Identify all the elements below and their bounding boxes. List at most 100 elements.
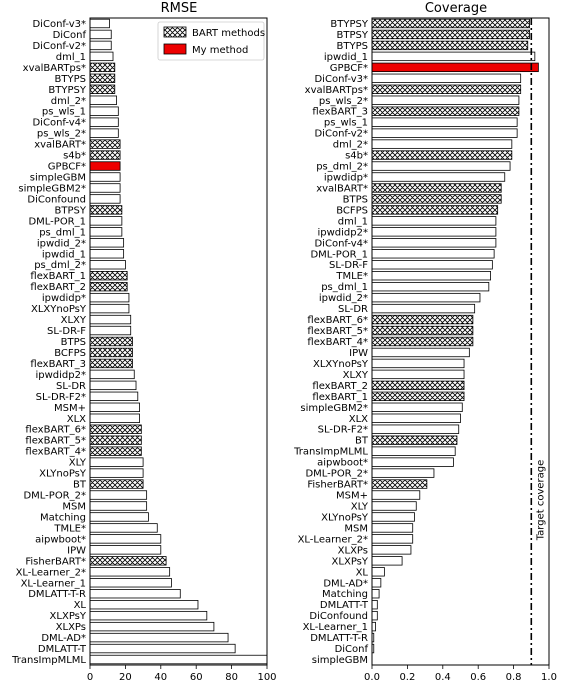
coverage-bar [371, 490, 421, 500]
coverage-category-label: DML-POR_2* [305, 469, 368, 480]
coverage-bar [371, 457, 454, 467]
rmse-category-label: TMLE* [53, 523, 86, 534]
rmse-category-label: XL [74, 600, 87, 611]
coverage-category-label: IPW [349, 348, 368, 359]
rmse-category-label: XLXY [61, 315, 87, 326]
rmse-category-label: ps_wls_1 [42, 107, 86, 118]
rmse-bar [89, 589, 181, 599]
coverage-bar [371, 249, 495, 259]
rmse-category-label: xvalBART* [34, 140, 86, 151]
coverage-category-label: flexBART_2 [312, 381, 368, 392]
rmse-category-label: ipwdidp2* [36, 370, 87, 381]
rmse-bar [89, 501, 148, 511]
rmse-bar [89, 117, 119, 127]
coverage-bar [371, 62, 539, 73]
coverage-category-label: BTYPSY [330, 19, 368, 30]
coverage-category-label: DiConf [335, 644, 369, 655]
target-coverage-label: Target coverage [535, 460, 546, 542]
legend: BART methods My method [157, 21, 265, 61]
rmse-bar [89, 567, 171, 577]
coverage-category-label: ipwdid_1 [324, 52, 368, 63]
coverage-bar [371, 501, 417, 511]
coverage-category-label: SL-DR-F [329, 260, 368, 271]
rmse-xtick-label: 0 [87, 672, 93, 683]
coverage-category-label: BTPS [343, 194, 368, 205]
rmse-category-label: ps_dml_1 [39, 227, 86, 238]
rmse-category-label: SL-DR-F2* [36, 392, 86, 403]
coverage-title: Coverage [425, 1, 487, 16]
rmse-bar [89, 40, 112, 51]
coverage-bar [371, 51, 536, 62]
rmse-bar [89, 380, 137, 391]
rmse-category-label: aipwboot* [35, 534, 86, 545]
rmse-bar [89, 303, 130, 314]
coverage-category-label: DiConfound [309, 611, 368, 622]
rmse-bar [89, 325, 132, 336]
rmse-bar [89, 600, 199, 610]
rmse-category-label: flexBART_3 [30, 359, 86, 370]
coverage-bar [371, 424, 460, 434]
coverage-category-label: XLXPs [338, 545, 368, 556]
rmse-category-label: XL-Learner_2* [16, 567, 86, 578]
rmse-category-label: BTPS [61, 337, 86, 348]
coverage-bar [371, 150, 513, 160]
legend-my-swatch [163, 43, 187, 55]
rmse-bar [89, 545, 162, 555]
coverage-bar [371, 95, 520, 105]
coverage-xtick-label: 0.6 [470, 672, 486, 683]
rmse-bar [89, 161, 121, 171]
rmse-category-label: DiConf-v3* [32, 19, 86, 30]
rmse-category-label: dml_1 [56, 52, 86, 63]
rmse-category-label: BCFPS [54, 348, 86, 359]
coverage-category-label: MSM [344, 523, 368, 534]
rmse-category-label: XLX [67, 414, 86, 425]
coverage-category-label: SL-DR-F2* [318, 425, 368, 436]
coverage-bar [371, 567, 385, 577]
rmse-category-label: DML-AD* [41, 633, 86, 644]
rmse-category-label: BTYPSY [48, 85, 86, 96]
legend-my-label: My method [192, 45, 248, 56]
rmse-bar [89, 227, 123, 237]
rmse-category-label: DMLATT-T-R [28, 589, 86, 600]
rmse-category-label: BT [73, 480, 87, 491]
rmse-bar [89, 446, 142, 456]
rmse-category-label: DMLATT-T [38, 644, 87, 655]
rmse-category-label: ipwdid_1 [42, 249, 86, 260]
rmse-bar [89, 238, 125, 248]
rmse-bar [89, 643, 236, 654]
coverage-category-label: BTYPS [337, 41, 368, 52]
rmse-bar [89, 314, 132, 325]
rmse-bar [89, 610, 208, 621]
coverage-bar [371, 106, 520, 116]
coverage-bar [371, 183, 502, 193]
coverage-xtick-label: 0.4 [435, 672, 451, 683]
coverage-bar [371, 435, 458, 445]
coverage-bar [371, 73, 522, 83]
rmse-bar [89, 216, 123, 226]
rmse-bar [89, 281, 128, 292]
coverage-category-label: BCFPS [336, 205, 368, 216]
rmse-category-label: flexBART_2 [30, 282, 86, 293]
coverage-chart: Coverage BTYPSYBTPSYBTYPSipwdid_1GPBCF*D… [293, 1, 557, 683]
coverage-bar [371, 578, 382, 588]
rmse-xtick-label: 80 [225, 672, 238, 683]
coverage-bar [371, 523, 414, 533]
rmse-bar [89, 18, 110, 29]
coverage-category-label: flexBART_6* [307, 315, 368, 326]
coverage-xtick-label: 0.0 [364, 672, 380, 683]
rmse-bar [89, 654, 268, 665]
rmse-category-label: XLY [69, 458, 87, 469]
coverage-plot-frame [371, 17, 550, 666]
coverage-xtick-label: 1.0 [541, 672, 557, 683]
coverage-bar [371, 117, 518, 127]
rmse-category-label: DiConfound [27, 194, 86, 205]
rmse-category-label: ps_wls_2* [37, 129, 86, 140]
coverage-category-label: SL-DR [338, 304, 368, 315]
coverage-bar [371, 600, 378, 610]
coverage-category-label: ipwdid_2* [319, 293, 368, 304]
coverage-bar [371, 238, 497, 248]
coverage-bar [371, 205, 499, 215]
coverage-bar [371, 325, 474, 336]
rmse-bar [89, 62, 116, 73]
rmse-bar [89, 457, 144, 467]
